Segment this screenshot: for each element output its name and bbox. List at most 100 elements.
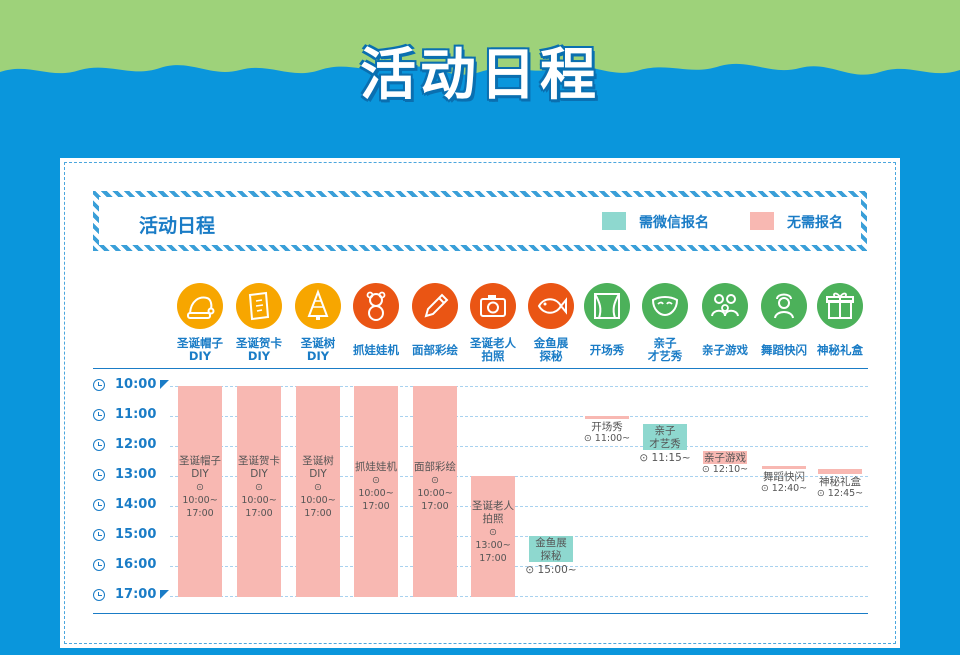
- event-name: 亲子游戏: [704, 452, 746, 464]
- event-block-text: 亲子 才艺秀: [643, 425, 687, 451]
- column-label: 圣诞树 DIY: [283, 337, 353, 363]
- event-marker: [585, 416, 629, 419]
- time-label: 16:00: [115, 557, 157, 572]
- event-label: 神秘礼盒 ⊙ 12:45~: [810, 476, 870, 500]
- time-label: 12:00: [115, 437, 157, 452]
- time-gridline: [170, 536, 868, 537]
- teddy-bear-icon: [353, 283, 399, 329]
- clock-icon: [93, 529, 105, 541]
- event-bar-text: 面部彩绘 ⊙ 10:00~ 17:00: [413, 461, 457, 513]
- time-gridline: [170, 566, 868, 567]
- event-name-line2: 探秘: [540, 550, 562, 562]
- event-end-time: 17:00: [362, 501, 390, 512]
- event-bar: 圣诞老人 拍照 ⊙ 13:00~ 17:00: [471, 476, 515, 597]
- event-start-time: ⊙ 11:15~: [639, 451, 691, 464]
- time-gridline: [170, 386, 868, 387]
- column-label: 抓娃娃机: [341, 344, 411, 357]
- clock-icon: [93, 499, 105, 511]
- dancer-icon: [761, 283, 807, 329]
- time-label: 13:00: [115, 467, 157, 482]
- column-label-line2: DIY: [247, 349, 271, 363]
- event-bar-text: 圣诞老人 拍照 ⊙ 13:00~ 17:00: [471, 500, 515, 565]
- event-name-line1: 圣诞树: [302, 455, 334, 467]
- event-start-time: ⊙ 12:10~: [701, 464, 749, 475]
- event-marker: [703, 451, 747, 464]
- event-name-line2: DIY: [309, 468, 327, 480]
- event-name-line1: 圣诞贺卡: [238, 455, 280, 467]
- column-label: 舞蹈快闪: [749, 344, 819, 357]
- event-block-wechat: 亲子 才艺秀: [643, 423, 687, 451]
- column-label-line2: DIY: [188, 349, 212, 363]
- time-label: 14:00: [115, 497, 157, 512]
- legend-swatch-none: [750, 212, 774, 230]
- fish-icon: [528, 283, 574, 329]
- column-label-line1: 圣诞贺卡: [236, 336, 282, 350]
- column-label-line1: 亲子: [653, 336, 677, 350]
- legend-label-wechat: 需微信报名: [639, 215, 709, 231]
- event-name: 神秘礼盒: [819, 475, 861, 488]
- event-name-line1: 圣诞帽子: [179, 455, 221, 467]
- column-label-line1: 金鱼展: [533, 336, 569, 350]
- event-start-time: ⊙ 15:00~: [525, 564, 577, 576]
- event-bar-text: 抓娃娃机 ⊙ 10:00~ 17:00: [354, 461, 398, 513]
- event-bar: 圣诞帽子 DIY ⊙ 10:00~ 17:00: [178, 386, 222, 597]
- column-label-line1: 舞蹈快闪: [761, 343, 807, 357]
- event-end-time: 17:00: [479, 553, 507, 564]
- column-label: 神秘礼盒: [805, 344, 875, 357]
- event-start-time: ⊙ 10:00~: [300, 482, 336, 506]
- clock-icon: [93, 379, 105, 391]
- event-end-time: 17:00: [304, 508, 332, 519]
- event-name-line1: 圣诞老人: [472, 500, 514, 512]
- schedule-banner: 活动日程 需微信报名 无需报名: [93, 191, 867, 251]
- event-name-line1: 抓娃娃机: [355, 461, 397, 473]
- event-name-line1: 亲子: [654, 424, 676, 437]
- column-label-line1: 圣诞老人: [470, 336, 516, 350]
- event-bar: 圣诞树 DIY ⊙ 10:00~ 17:00: [296, 386, 340, 597]
- banner-title: 活动日程: [139, 215, 216, 237]
- time-axis-marker: [160, 590, 169, 599]
- top-wave-decoration: [0, 0, 960, 75]
- clock-icon: [93, 469, 105, 481]
- clock-icon: [93, 409, 105, 421]
- event-start-time: ⊙ 12:40~: [760, 483, 808, 494]
- event-name-line2: DIY: [250, 468, 268, 480]
- time-gridline: [170, 596, 868, 597]
- stage-curtain-icon: [584, 283, 630, 329]
- event-marker: [818, 468, 862, 474]
- time-label: 11:00: [115, 407, 157, 422]
- event-label: 亲子游戏 ⊙ 12:10~: [695, 452, 755, 476]
- event-start-time: ⊙ 12:45~: [816, 487, 864, 499]
- column-label-line1: 抓娃娃机: [353, 343, 399, 357]
- event-name-line2: DIY: [191, 468, 209, 480]
- event-name-line2: 拍照: [482, 513, 504, 525]
- event-name: 开场秀: [591, 421, 623, 433]
- column-label: 圣诞帽子 DIY: [165, 337, 235, 363]
- event-name-line2: 才艺秀: [649, 437, 681, 450]
- santa-hat-icon: [177, 283, 223, 329]
- event-marker: [762, 466, 806, 469]
- column-label-line1: 神秘礼盒: [817, 343, 863, 357]
- event-end-time: 17:00: [245, 508, 273, 519]
- event-bar-text: 圣诞树 DIY ⊙ 10:00~ 17:00: [296, 455, 340, 520]
- event-label: 舞蹈快闪 ⊙ 12:40~: [754, 471, 814, 495]
- time-axis-marker: [160, 380, 169, 389]
- event-start-time: ⊙ 10:00~: [241, 482, 277, 506]
- legend-swatch-wechat: [602, 212, 626, 230]
- event-block-text: 金鱼展 探秘: [529, 537, 573, 563]
- greeting-card-icon: [236, 283, 282, 329]
- event-label: 开场秀 ⊙ 11:00~: [577, 421, 637, 445]
- event-name: 舞蹈快闪: [763, 471, 805, 483]
- event-bar: 抓娃娃机 ⊙ 10:00~ 17:00: [354, 386, 398, 597]
- column-label-line1: 圣诞树: [300, 336, 336, 350]
- column-label: 开场秀: [572, 344, 642, 357]
- column-label-line2: 拍照: [481, 349, 505, 363]
- column-label: 圣诞老人 拍照: [458, 337, 528, 363]
- column-label: 面部彩绘: [400, 344, 470, 357]
- clock-icon: [93, 439, 105, 451]
- page-title: 活动日程: [360, 43, 600, 108]
- clock-icon: [93, 559, 105, 571]
- event-bar: 面部彩绘 ⊙ 10:00~ 17:00: [413, 386, 457, 597]
- event-bar: 圣诞贺卡 DIY ⊙ 10:00~ 17:00: [237, 386, 281, 597]
- event-bar-text: 圣诞贺卡 DIY ⊙ 10:00~ 17:00: [237, 455, 281, 520]
- time-gridline: [170, 506, 868, 507]
